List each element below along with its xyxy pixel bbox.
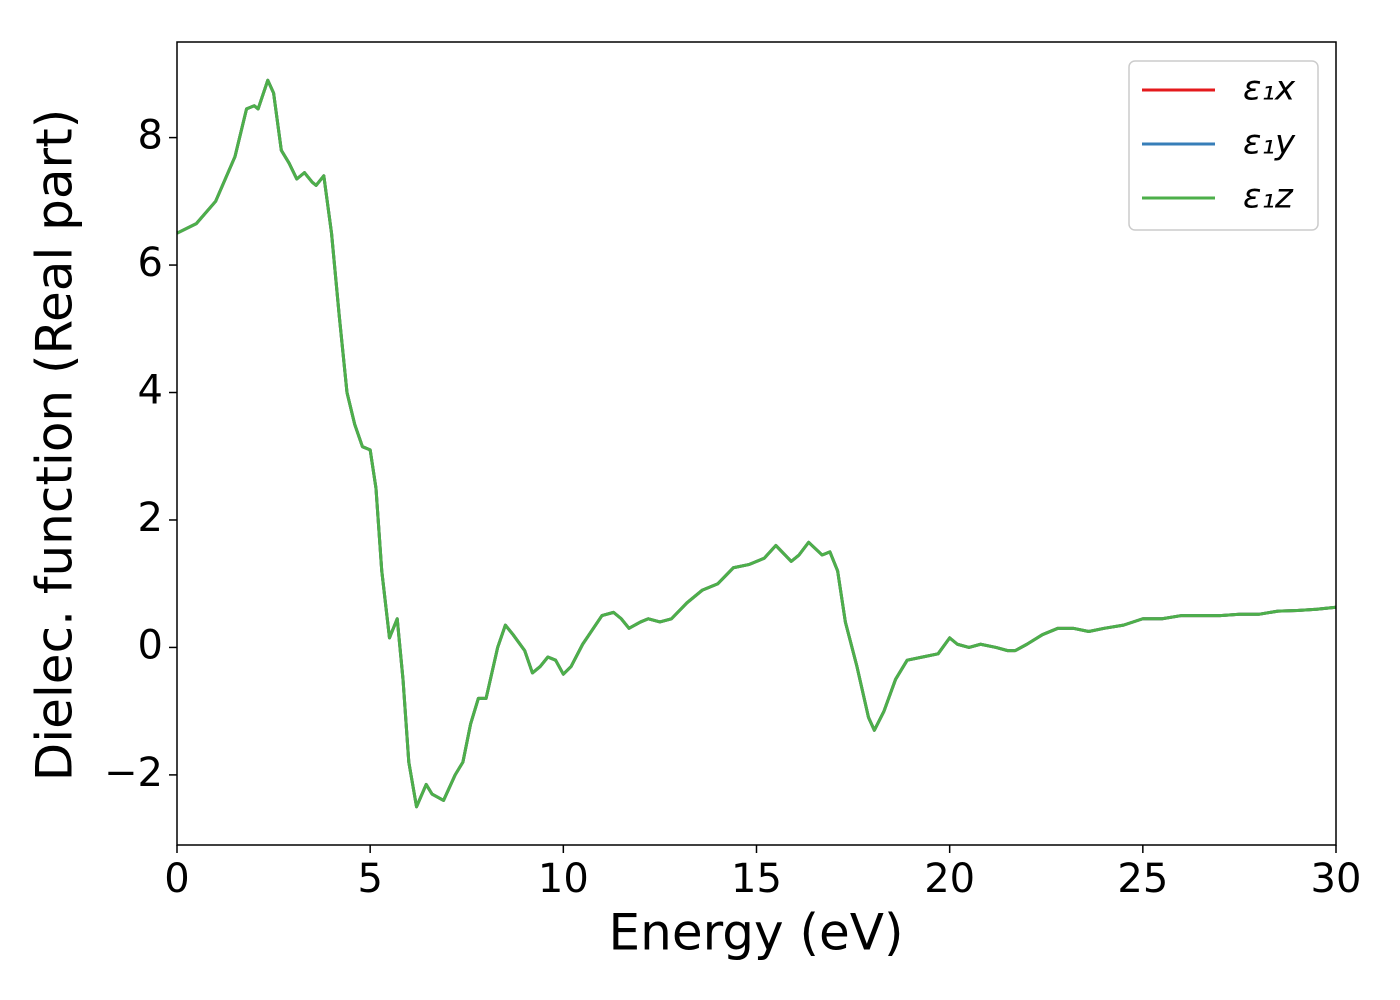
y-tick-label: 6: [138, 240, 163, 286]
legend-box: [1128, 60, 1319, 231]
x-tick-label: 25: [1117, 856, 1168, 902]
legend-label: ε₁y: [1243, 123, 1296, 163]
y-axis-label: Dielec. function (Real part): [26, 109, 84, 781]
y-tick-label: −2: [104, 750, 163, 796]
legend-label: ε₁x: [1243, 69, 1296, 109]
data-line: [176, 78, 1337, 809]
y-tick-label: 4: [138, 368, 163, 414]
x-tick-label: 5: [357, 856, 382, 902]
x-tick-label: 20: [924, 856, 975, 902]
y-tick-label: 2: [138, 495, 163, 541]
legend-label: ε₁z: [1243, 177, 1294, 217]
plot-frame: [176, 41, 1337, 846]
x-tick-label: 0: [164, 856, 189, 902]
x-tick-label: 15: [731, 856, 782, 902]
x-tick-label: 30: [1311, 856, 1362, 902]
y-tick-label: 0: [138, 622, 163, 668]
x-tick-label: 10: [538, 856, 589, 902]
x-axis-label: Energy (eV): [609, 904, 904, 962]
y-tick-label: 8: [138, 113, 163, 159]
